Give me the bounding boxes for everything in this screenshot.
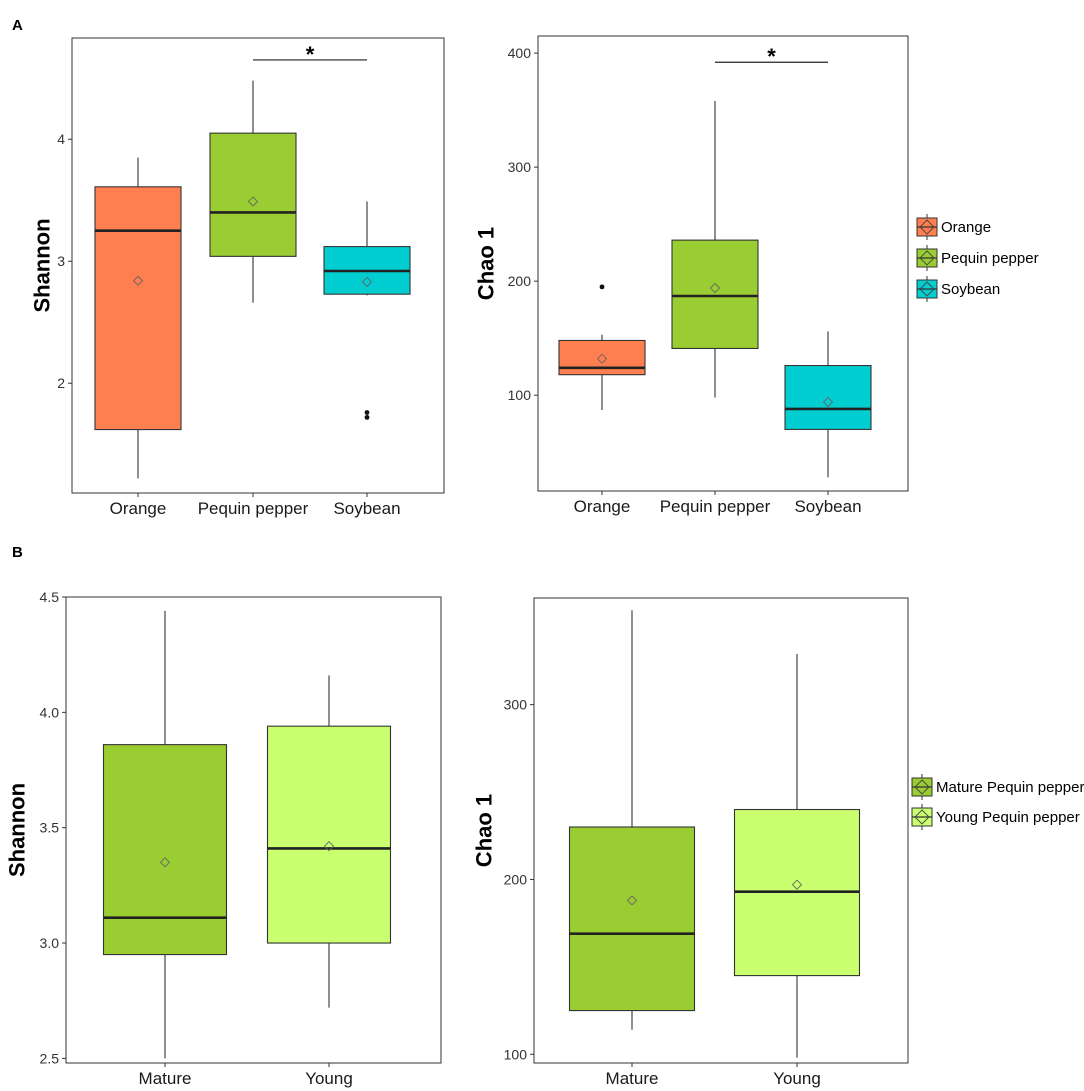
y-tick-label: 300 [508,159,532,175]
legend-key-mean [914,809,930,825]
box-pequin-pepper [209,132,297,257]
legend-key-mean [914,779,930,795]
mean-marker [159,857,171,868]
panel-label-a: A [12,17,23,34]
y-tick-label: 3 [57,253,65,269]
x-tick-label: Orange [574,497,631,516]
box-mature [102,744,228,956]
legend-label: Orange [941,219,991,236]
y-tick-label: 3.0 [40,935,60,951]
legend-label: Young Pequin pepper [936,809,1080,826]
x-tick-label: Mature [606,1069,659,1088]
panel-label-b: B [12,544,23,561]
y-axis-label: Chao 1 [472,794,497,867]
significance-star: * [767,44,776,69]
box-mature [568,826,696,1012]
mean-marker [822,396,834,408]
legend-key-mean [919,219,935,235]
y-axis-label: Shannon [5,783,30,877]
x-tick-label: Soybean [794,497,861,516]
x-tick-label: Young [773,1069,821,1088]
outlier-point [364,414,370,420]
mean-marker [247,196,259,207]
mean-marker [596,353,608,364]
y-tick-label: 200 [504,871,528,887]
y-axis-label: Chao 1 [474,227,499,300]
y-tick-label: 200 [508,273,532,289]
mean-marker [791,879,803,890]
y-tick-label: 100 [504,1046,528,1062]
significance-star: * [306,42,315,67]
shannon-chart-b: 2.5 3.0 3.5 4.0 4.5 Shannon Mature Young [5,589,442,1088]
box-young [266,725,392,944]
y-tick-label: 100 [508,387,532,403]
legend-label: Soybean [941,281,1000,298]
y-tick-label: 4.5 [40,589,60,605]
y-tick-label: 2.5 [40,1050,60,1066]
outlier-point [364,410,370,415]
chao1-chart-a: 100 200 300 400 Chao 1 Orange Pequin pepper Soy… [474,35,909,516]
mean-marker [361,276,373,288]
shannon-chart-a: 2 3 4 Shannon Orange Pequin pepper Soybean * [30,37,445,518]
legend-key-mean [919,250,935,266]
y-tick-label: 4 [57,131,65,147]
y-tick-label: 2 [57,375,65,391]
legend-label: Mature Pequin pepper [936,779,1084,796]
legend-key-mean [919,281,935,297]
mean-marker [132,275,144,286]
mean-marker [709,282,721,294]
y-tick-label: 4.0 [40,704,60,720]
mean-marker [626,895,638,906]
x-tick-label: Mature [139,1069,192,1088]
legend-top: Orange Pequin pepper Soybean [916,214,1039,302]
x-tick-label: Orange [110,499,167,518]
mean-marker [323,841,335,852]
box-orange [94,186,182,431]
chao1-chart-b: 100 200 300 Chao 1 Mature Young [472,597,909,1088]
x-tick-label: Young [305,1069,353,1088]
x-tick-label: Pequin pepper [198,499,309,518]
x-tick-label: Soybean [333,499,400,518]
y-tick-label: 300 [504,697,528,713]
y-axis-label: Shannon [30,218,55,312]
legend-label: Pequin pepper [941,250,1039,267]
legend-bottom: Mature Pequin pepper Young Pequin pepper [911,774,1084,830]
box-pequin-pepper [671,239,759,350]
x-tick-label: Pequin pepper [660,497,771,516]
y-tick-label: 3.5 [40,820,60,836]
y-tick-label: 400 [508,45,532,61]
box-orange [558,339,646,376]
outlier-point [599,284,605,290]
